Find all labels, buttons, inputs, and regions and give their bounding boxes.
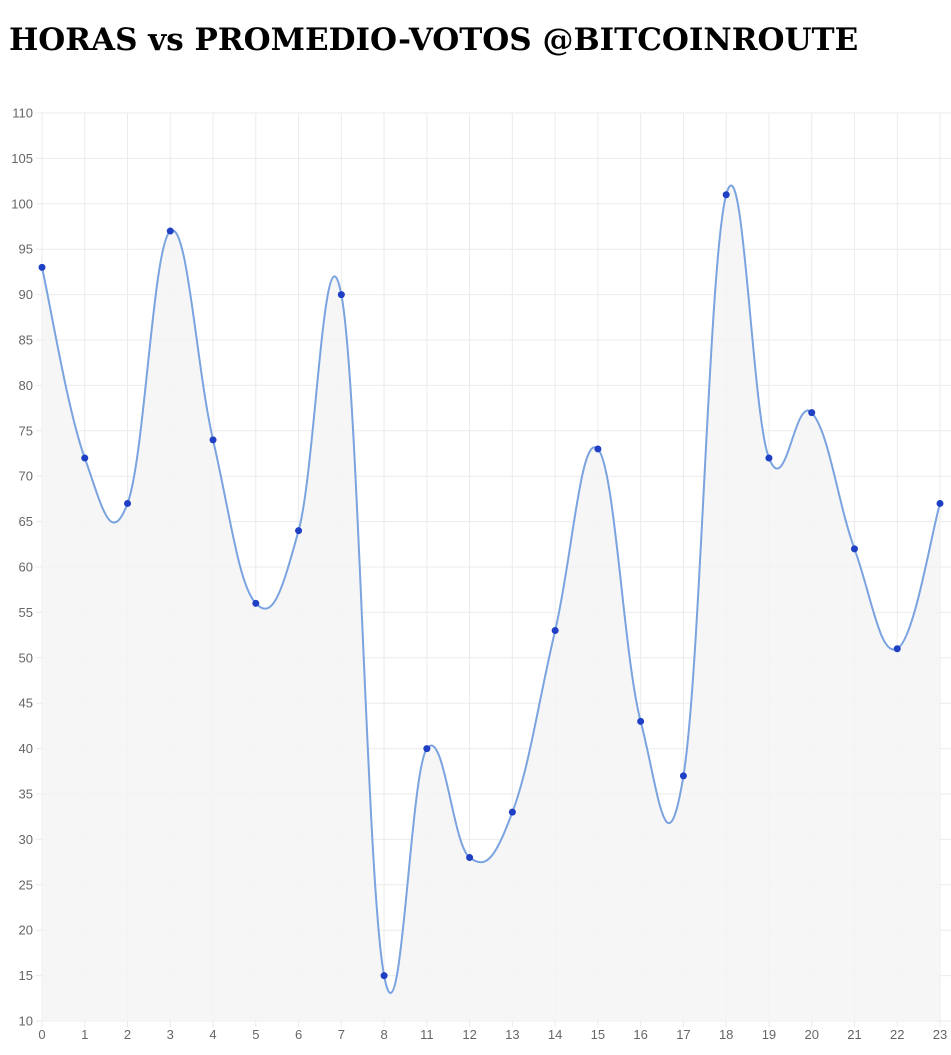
- x-axis: 0 1 2 3 4 5 6 7 8 11 12 13 14 15 16 17 18 19 20 21 22 23: [38, 1027, 947, 1042]
- y-tick-label: 30: [19, 832, 33, 847]
- x-tick-label: 15: [591, 1027, 605, 1042]
- data-point: [295, 527, 303, 535]
- y-tick-label: 105: [11, 151, 33, 166]
- y-tick-label: 110: [12, 106, 33, 121]
- y-tick-label: 75: [19, 423, 33, 438]
- data-point: [166, 227, 174, 235]
- data-point: [337, 291, 345, 299]
- x-tick-label: 7: [338, 1027, 345, 1042]
- data-point: [81, 454, 89, 462]
- data-point: [423, 745, 431, 753]
- x-tick-label: 22: [890, 1027, 904, 1042]
- x-tick-label: 5: [252, 1027, 259, 1042]
- data-point: [679, 772, 687, 780]
- x-tick-label: 8: [380, 1027, 387, 1042]
- data-point: [893, 645, 901, 653]
- y-tick-label: 15: [19, 968, 33, 983]
- y-tick-label: 70: [19, 469, 33, 484]
- y-tick-label: 10: [19, 1014, 33, 1029]
- x-tick-label: 19: [762, 1027, 776, 1042]
- y-tick-label: 80: [19, 378, 33, 393]
- y-tick-label: 90: [19, 287, 33, 302]
- x-tick-label: 1: [81, 1027, 88, 1042]
- data-point: [209, 436, 217, 444]
- chart-title: HORAS vs PROMEDIO-VOTOS @BITCOINROUTE: [9, 22, 859, 58]
- area-fill: [42, 185, 940, 1022]
- data-point: [124, 499, 132, 507]
- y-tick-label: 50: [19, 650, 33, 665]
- data-point: [850, 545, 858, 553]
- y-tick-label: 35: [19, 787, 33, 802]
- y-tick-label: 45: [19, 696, 33, 711]
- data-point: [808, 409, 816, 417]
- data-point: [508, 808, 516, 816]
- x-tick-label: 14: [548, 1027, 562, 1042]
- x-tick-label: 20: [804, 1027, 818, 1042]
- x-tick-label: 6: [295, 1027, 302, 1042]
- data-points: [38, 191, 944, 980]
- x-tick-label: 4: [209, 1027, 216, 1042]
- y-tick-label: 55: [19, 605, 33, 620]
- y-tick-label: 100: [11, 196, 33, 211]
- data-point: [252, 599, 260, 607]
- y-axis: 10 15 20 25 30 35 40 45 50 55 60 65 70 75 80 85 90 95 100 1…: [11, 106, 33, 1029]
- x-tick-label: 12: [462, 1027, 476, 1042]
- series-line: [41, 184, 941, 994]
- data-point: [594, 445, 602, 453]
- data-point: [722, 191, 730, 199]
- x-tick-label: 13: [505, 1027, 519, 1042]
- y-tick-label: 20: [19, 923, 33, 938]
- y-tick-label: 40: [19, 741, 33, 756]
- y-tick-label: 25: [19, 877, 33, 892]
- x-tick-label: 21: [847, 1027, 861, 1042]
- x-tick-label: 23: [933, 1027, 947, 1042]
- x-tick-label: 11: [420, 1027, 434, 1042]
- y-tick-label: 85: [19, 333, 33, 348]
- x-tick-label: 3: [167, 1027, 174, 1042]
- x-tick-label: 17: [676, 1027, 690, 1042]
- data-point: [38, 263, 46, 271]
- y-tick-label: 95: [19, 242, 33, 257]
- x-tick-label: 2: [124, 1027, 131, 1042]
- data-point: [551, 627, 559, 635]
- y-tick-label: 60: [19, 560, 33, 575]
- data-point: [637, 717, 645, 725]
- y-tick-label: 65: [19, 514, 33, 529]
- x-tick-label: 18: [719, 1027, 733, 1042]
- data-point: [936, 499, 944, 507]
- data-point: [466, 854, 474, 862]
- x-tick-label: 16: [633, 1027, 647, 1042]
- data-point: [380, 972, 388, 980]
- x-tick-label: 0: [38, 1027, 45, 1042]
- data-point: [765, 454, 773, 462]
